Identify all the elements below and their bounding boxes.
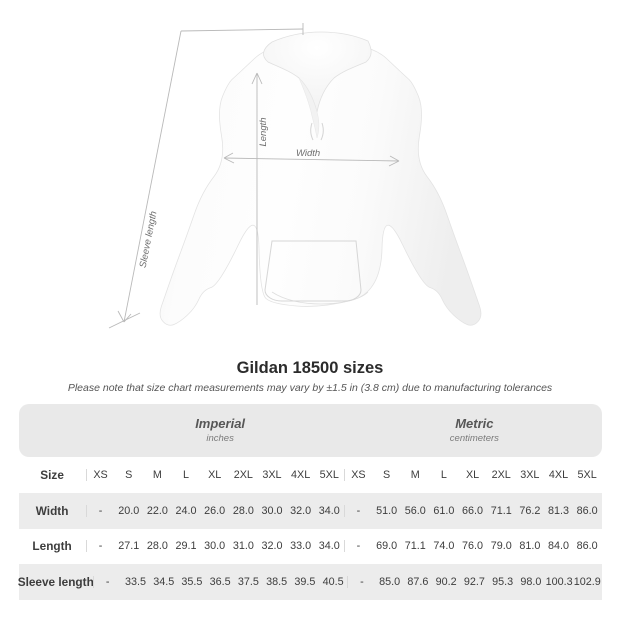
svg-text:Length: Length: [258, 117, 269, 146]
svg-text:Width: Width: [296, 148, 320, 159]
svg-text:Sleeve length: Sleeve length: [138, 210, 160, 269]
